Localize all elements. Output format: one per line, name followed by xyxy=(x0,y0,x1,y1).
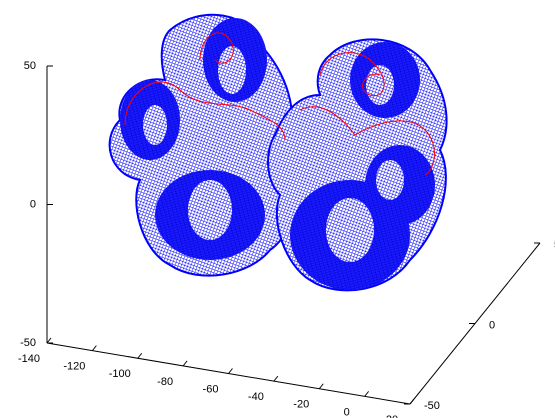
chart: -50050-140-120-100-80-60-40-20020-50050 xyxy=(0,0,555,418)
x-tick-label: -40 xyxy=(248,391,264,403)
x-tick xyxy=(274,376,278,381)
x-tick xyxy=(183,361,187,366)
z-tick-label: 50 xyxy=(24,60,36,72)
x-tick xyxy=(410,399,414,404)
x-tick-label: -20 xyxy=(293,399,309,411)
x-tick-label: 0 xyxy=(344,406,350,418)
x-tick xyxy=(319,384,323,389)
x-tick-label: -100 xyxy=(109,368,131,380)
x-tick-label: -60 xyxy=(203,383,219,395)
x-tick xyxy=(92,346,96,351)
x-tick-label: 20 xyxy=(386,414,398,418)
x-tick xyxy=(365,391,369,396)
y-tick-label: -50 xyxy=(424,400,440,412)
x-tick xyxy=(47,338,51,343)
torus-hole xyxy=(188,180,232,240)
x-tick-label: -80 xyxy=(157,376,173,388)
x-tick-label: -120 xyxy=(63,361,85,373)
torus-hole xyxy=(218,46,246,94)
z-tick-label: -50 xyxy=(20,337,36,349)
z-tick-label: 0 xyxy=(30,198,36,210)
torus-hole xyxy=(326,198,374,262)
x-tick-label: -140 xyxy=(18,353,40,365)
y-tick-label: 0 xyxy=(489,319,495,331)
x-tick xyxy=(229,369,233,374)
surface xyxy=(110,15,447,291)
x-tick xyxy=(138,353,142,358)
torus-hole xyxy=(376,160,404,200)
torus-hole xyxy=(143,105,167,145)
